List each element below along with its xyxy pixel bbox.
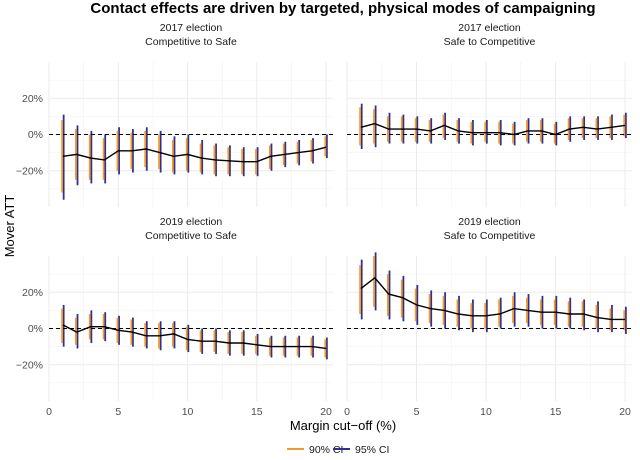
x-tick-label: 10	[182, 406, 194, 418]
facet-panel-2: 2017 election Safe to Competitive	[346, 22, 632, 207]
y-tick-label: −20%	[16, 359, 43, 371]
panel-title-line2: Competitive to Safe	[145, 230, 237, 242]
x-tick-label: 15	[251, 406, 263, 418]
x-tick-label: 15	[550, 406, 562, 418]
x-tick-label: 0	[46, 406, 52, 418]
x-axis-title: Margin cut−off (%)	[290, 418, 396, 433]
estimate-line	[360, 122, 626, 136]
panel-title-line2: Safe to Competitive	[444, 230, 536, 242]
legend-label-ci95: 95% CI	[355, 444, 389, 456]
estimate-line	[62, 146, 327, 163]
x-tick-label: 20	[320, 406, 332, 418]
panel-title-line2: Safe to Competitive	[444, 36, 536, 48]
legend-label-ci90: 90% CI	[309, 444, 343, 456]
y-tick-label: 0%	[28, 323, 43, 335]
panel-title-line1: 2019 election	[160, 216, 223, 228]
y-axis-title: Mover ATT	[2, 195, 17, 258]
estimate-line	[62, 324, 327, 350]
y-tick-label: 20%	[22, 93, 43, 105]
facet-panel-3: 2019 election Competitive to Safe −20% 0% 20…	[16, 216, 333, 418]
x-tick-label: 0	[344, 406, 350, 418]
facet-panel-4: 2019 election Safe to Competitive 0 5 10 15 20	[344, 216, 632, 418]
x-tick-label: 5	[414, 406, 420, 418]
panel-title-line1: 2019 election	[458, 216, 521, 228]
legend: 90% CI 95% CI	[287, 444, 389, 456]
y-tick-label: −20%	[16, 165, 43, 177]
y-tick-label: 20%	[22, 287, 43, 299]
x-tick-label: 5	[115, 406, 121, 418]
panel-title-line2: Competitive to Safe	[145, 36, 237, 48]
panel-title-line1: 2017 election	[458, 22, 521, 34]
x-tick-label: 10	[480, 406, 492, 418]
estimate-line	[360, 276, 625, 321]
x-tick-label: 20	[619, 406, 631, 418]
panel-title-line1: 2017 election	[160, 22, 223, 34]
chart-title: Contact effects are driven by targeted, …	[90, 0, 595, 17]
y-tick-label: 0%	[28, 129, 43, 141]
facet-panel-1: 2017 election Competitive to Safe −20% 0% 20…	[16, 22, 333, 207]
